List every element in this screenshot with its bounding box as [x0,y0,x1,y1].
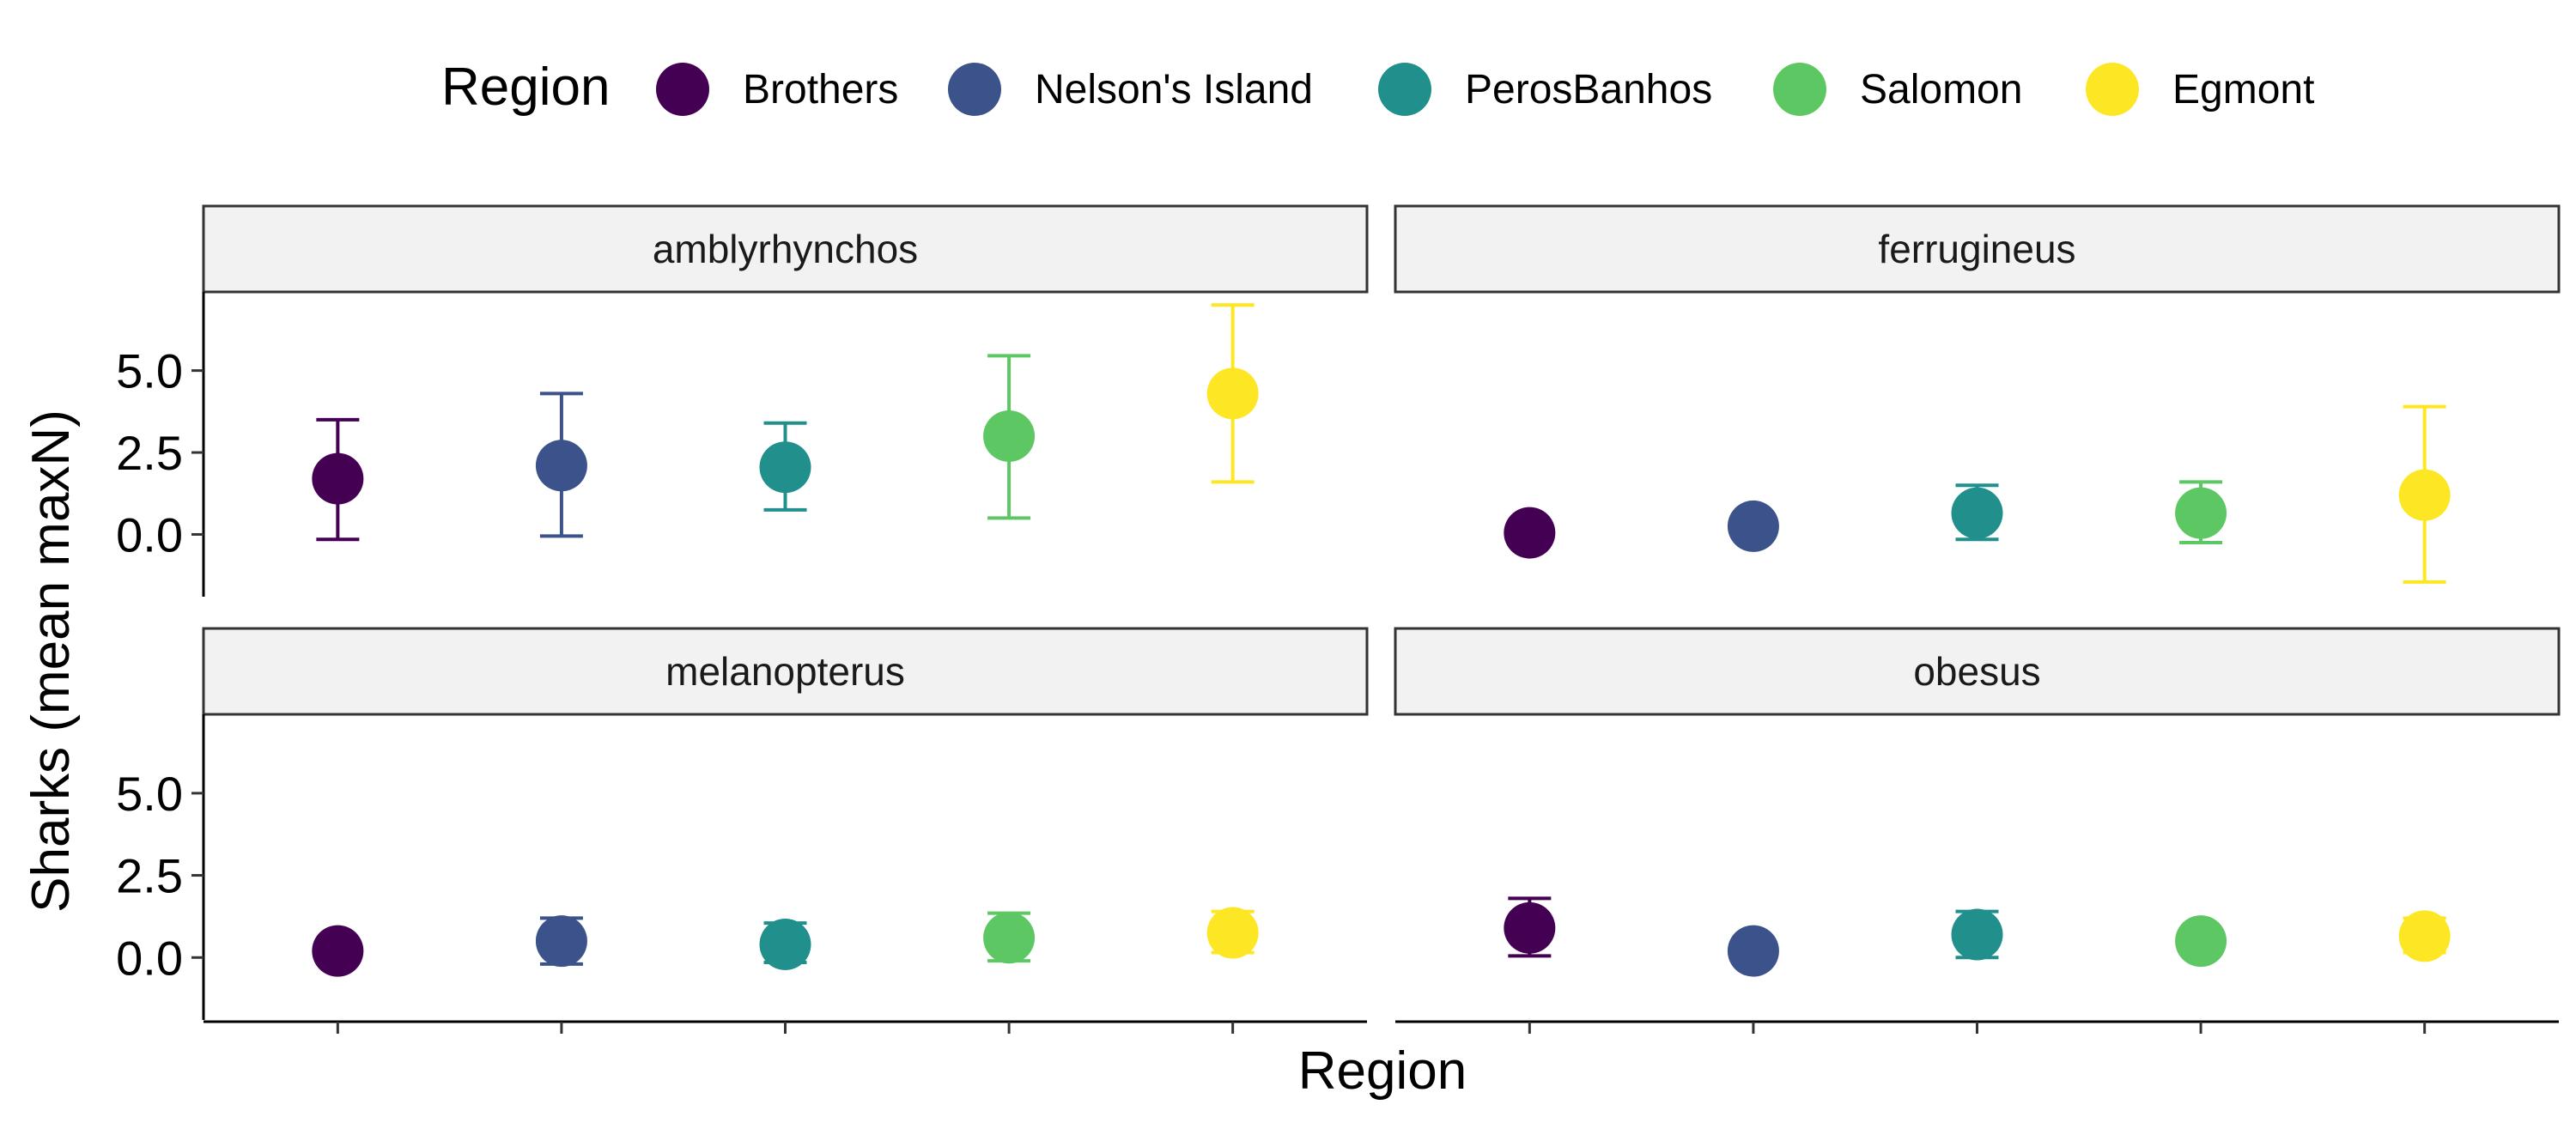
legend: Region Brothers Nelson's Island PerosBanhos… [441,58,2314,117]
facet-strip-label: melanopterus [665,649,905,694]
data-point [983,410,1036,462]
data-point [312,925,364,977]
facet-strip [202,627,1369,716]
facet-obesus: obesus [1394,627,2561,1034]
data-point [759,918,811,970]
facet-melanopterus: melanopterus 0.0 2.5 5.0 [116,627,1369,1034]
legend-label-1: Brothers [743,67,898,112]
legend-key-4 [1773,63,1826,116]
data-point [1504,901,1556,954]
data-point [312,452,364,505]
data-point [535,440,587,492]
facet-strip-label: ferrugineus [1878,227,2075,271]
data-point [535,915,587,968]
x-axis-title: Region [1298,1041,1467,1101]
legend-label-4: Salomon [1860,67,2022,112]
data-point [2175,915,2227,968]
facet-ferrugineus: ferrugineus [1394,204,2561,584]
data-point [1206,367,1259,420]
data-point [1951,487,2003,539]
y-axis-title: Sharks (mean maxN) [21,410,81,913]
facet-strip [1394,204,2561,294]
data-point [759,441,811,494]
legend-key-3 [1378,63,1431,116]
data-point [1504,507,1556,559]
data-point [1206,907,1259,959]
data-point [1951,908,2003,961]
data-point [2398,910,2451,962]
y-tick-label: 0.0 [116,931,183,985]
legend-title: Region [441,58,610,117]
y-tick-label: 2.5 [116,426,183,480]
y-tick-label: 5.0 [116,344,183,398]
facet-strip [1394,627,2561,716]
facet-strip-label: amblyrhynchos [653,227,918,271]
legend-key-2 [948,63,1001,116]
facet-strip [202,204,1369,294]
legend-label-5: Egmont [2172,67,2314,112]
data-point [2398,469,2451,521]
legend-label-3: PerosBanhos [1465,67,1712,112]
data-point [1727,500,1779,552]
facet-amblyrhynchos: amblyrhynchos 0.0 2.5 5.0 [116,204,1369,597]
y-tick-label: 2.5 [116,849,183,903]
y-tick-label: 5.0 [116,767,183,821]
legend-key-1 [656,63,709,116]
data-point [1727,925,1779,977]
data-point [983,912,1036,964]
y-tick-label: 0.0 [116,507,183,561]
facet-strip-label: obesus [1913,649,2040,694]
legend-key-5 [2086,63,2139,116]
facet-panels: amblyrhynchos 0.0 2.5 5.0 ferrugineus melanop… [116,204,2561,1034]
data-point [2175,487,2227,539]
legend-label-2: Nelson's Island [1035,67,1313,112]
